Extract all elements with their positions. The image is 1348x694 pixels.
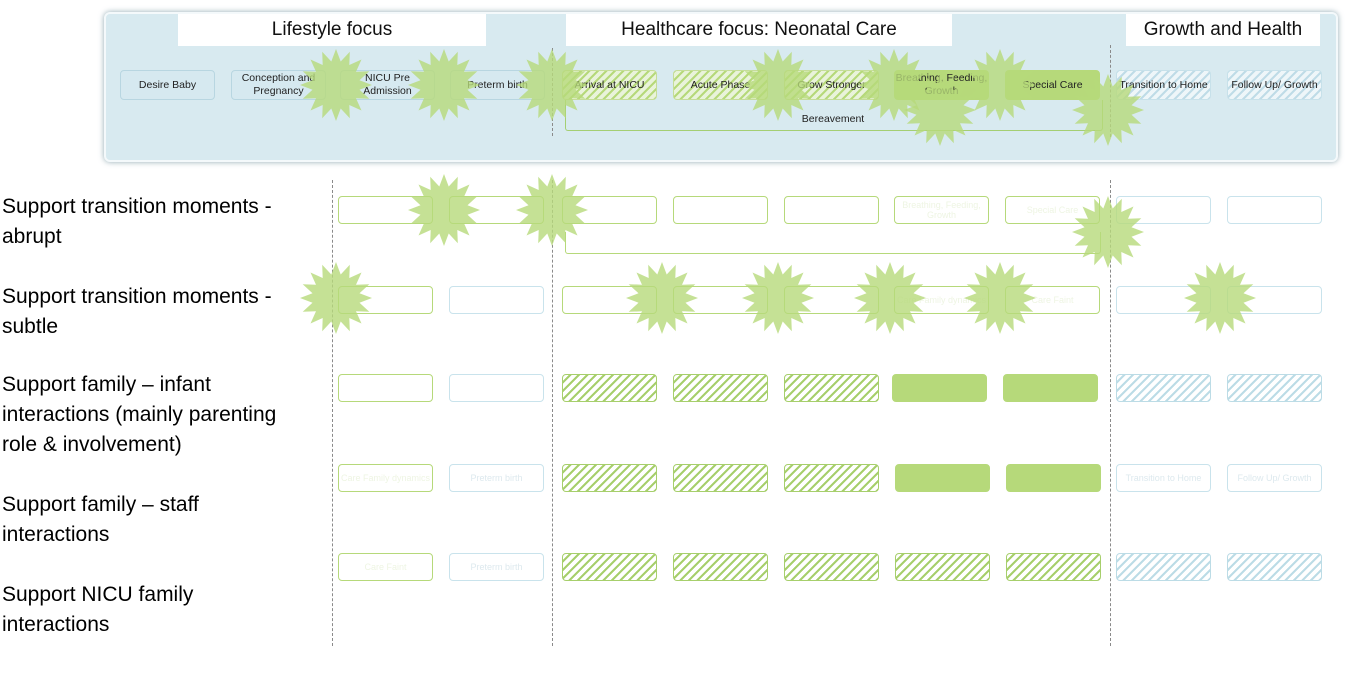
header-healthcare: Healthcare focus: Neonatal Care (566, 14, 952, 46)
transition-star-icon (408, 49, 480, 121)
transition-star-icon (964, 49, 1036, 121)
grid-cell (562, 374, 657, 402)
bereavement-bracket-row (565, 232, 1101, 254)
stage-follow-up: Follow Up/ Growth (1227, 70, 1322, 100)
grid-cell: Follow Up/ Growth (1227, 464, 1322, 492)
header-lifestyle: Lifestyle focus (178, 14, 486, 46)
grid-cell (784, 374, 879, 402)
divider-line (332, 180, 333, 646)
transition-star-icon (742, 262, 814, 334)
grid-cell (562, 553, 657, 581)
grid-cell (1227, 553, 1322, 581)
row-label-family-staff: Support family – staff interactions (2, 493, 199, 546)
stage-desire-baby: Desire Baby (120, 70, 215, 100)
transition-star-icon (1072, 74, 1144, 146)
grid-cell (673, 553, 768, 581)
grid-cell: Preterm birth (449, 464, 544, 492)
transition-star-icon (904, 74, 976, 146)
grid-cell (673, 464, 768, 492)
transition-star-icon (1072, 196, 1144, 268)
grid-cell (1116, 374, 1211, 402)
grid-cell (784, 196, 879, 224)
transition-star-icon (300, 49, 372, 121)
grid-cell (1116, 553, 1211, 581)
transition-star-icon (408, 174, 480, 246)
grid-cell: Care Family dynamics (338, 464, 433, 492)
stage-transition-home: Transition to Home (1116, 70, 1211, 100)
grid-cell: Preterm birth (449, 553, 544, 581)
grid-cell (1227, 374, 1322, 402)
grid-cell (784, 464, 879, 492)
grid-cell (338, 374, 433, 402)
grid-cell (895, 464, 990, 492)
grid-cell (562, 464, 657, 492)
grid-cell (1003, 374, 1098, 402)
grid-cell (1006, 553, 1101, 581)
grid-cell (449, 286, 544, 314)
grid-cell (892, 374, 987, 402)
row-label-nicu-family: Support NICU family interactions (2, 583, 194, 636)
transition-star-icon (1184, 262, 1256, 334)
grid-cell (1227, 196, 1322, 224)
transition-star-icon (516, 49, 588, 121)
divider-line (1110, 180, 1111, 646)
transition-star-icon (854, 262, 926, 334)
grid-cell (1006, 464, 1101, 492)
grid-cell: Transition to Home (1116, 464, 1211, 492)
row-label-subtle: Support transition moments - subtle (2, 285, 272, 338)
header-growth: Growth and Health (1126, 14, 1320, 46)
row-label-family-infant: Support family – infant interactions (ma… (2, 373, 277, 456)
transition-star-icon (626, 262, 698, 334)
grid-cell: Breathing, Feeding, Growth (894, 196, 989, 224)
divider-line (552, 180, 553, 646)
grid-cell (895, 553, 990, 581)
grid-cell (449, 374, 544, 402)
bereavement-label: Bereavement (801, 113, 865, 125)
grid-cell: Care Faint (338, 553, 433, 581)
transition-star-icon (964, 262, 1036, 334)
grid-cell (673, 374, 768, 402)
transition-star-icon (516, 174, 588, 246)
row-label-abrupt: Support transition moments - abrupt (2, 195, 272, 248)
grid-cell (673, 196, 768, 224)
transition-star-icon (300, 262, 372, 334)
transition-star-icon (742, 49, 814, 121)
transition-star-icon (858, 49, 930, 121)
grid-cell (784, 553, 879, 581)
